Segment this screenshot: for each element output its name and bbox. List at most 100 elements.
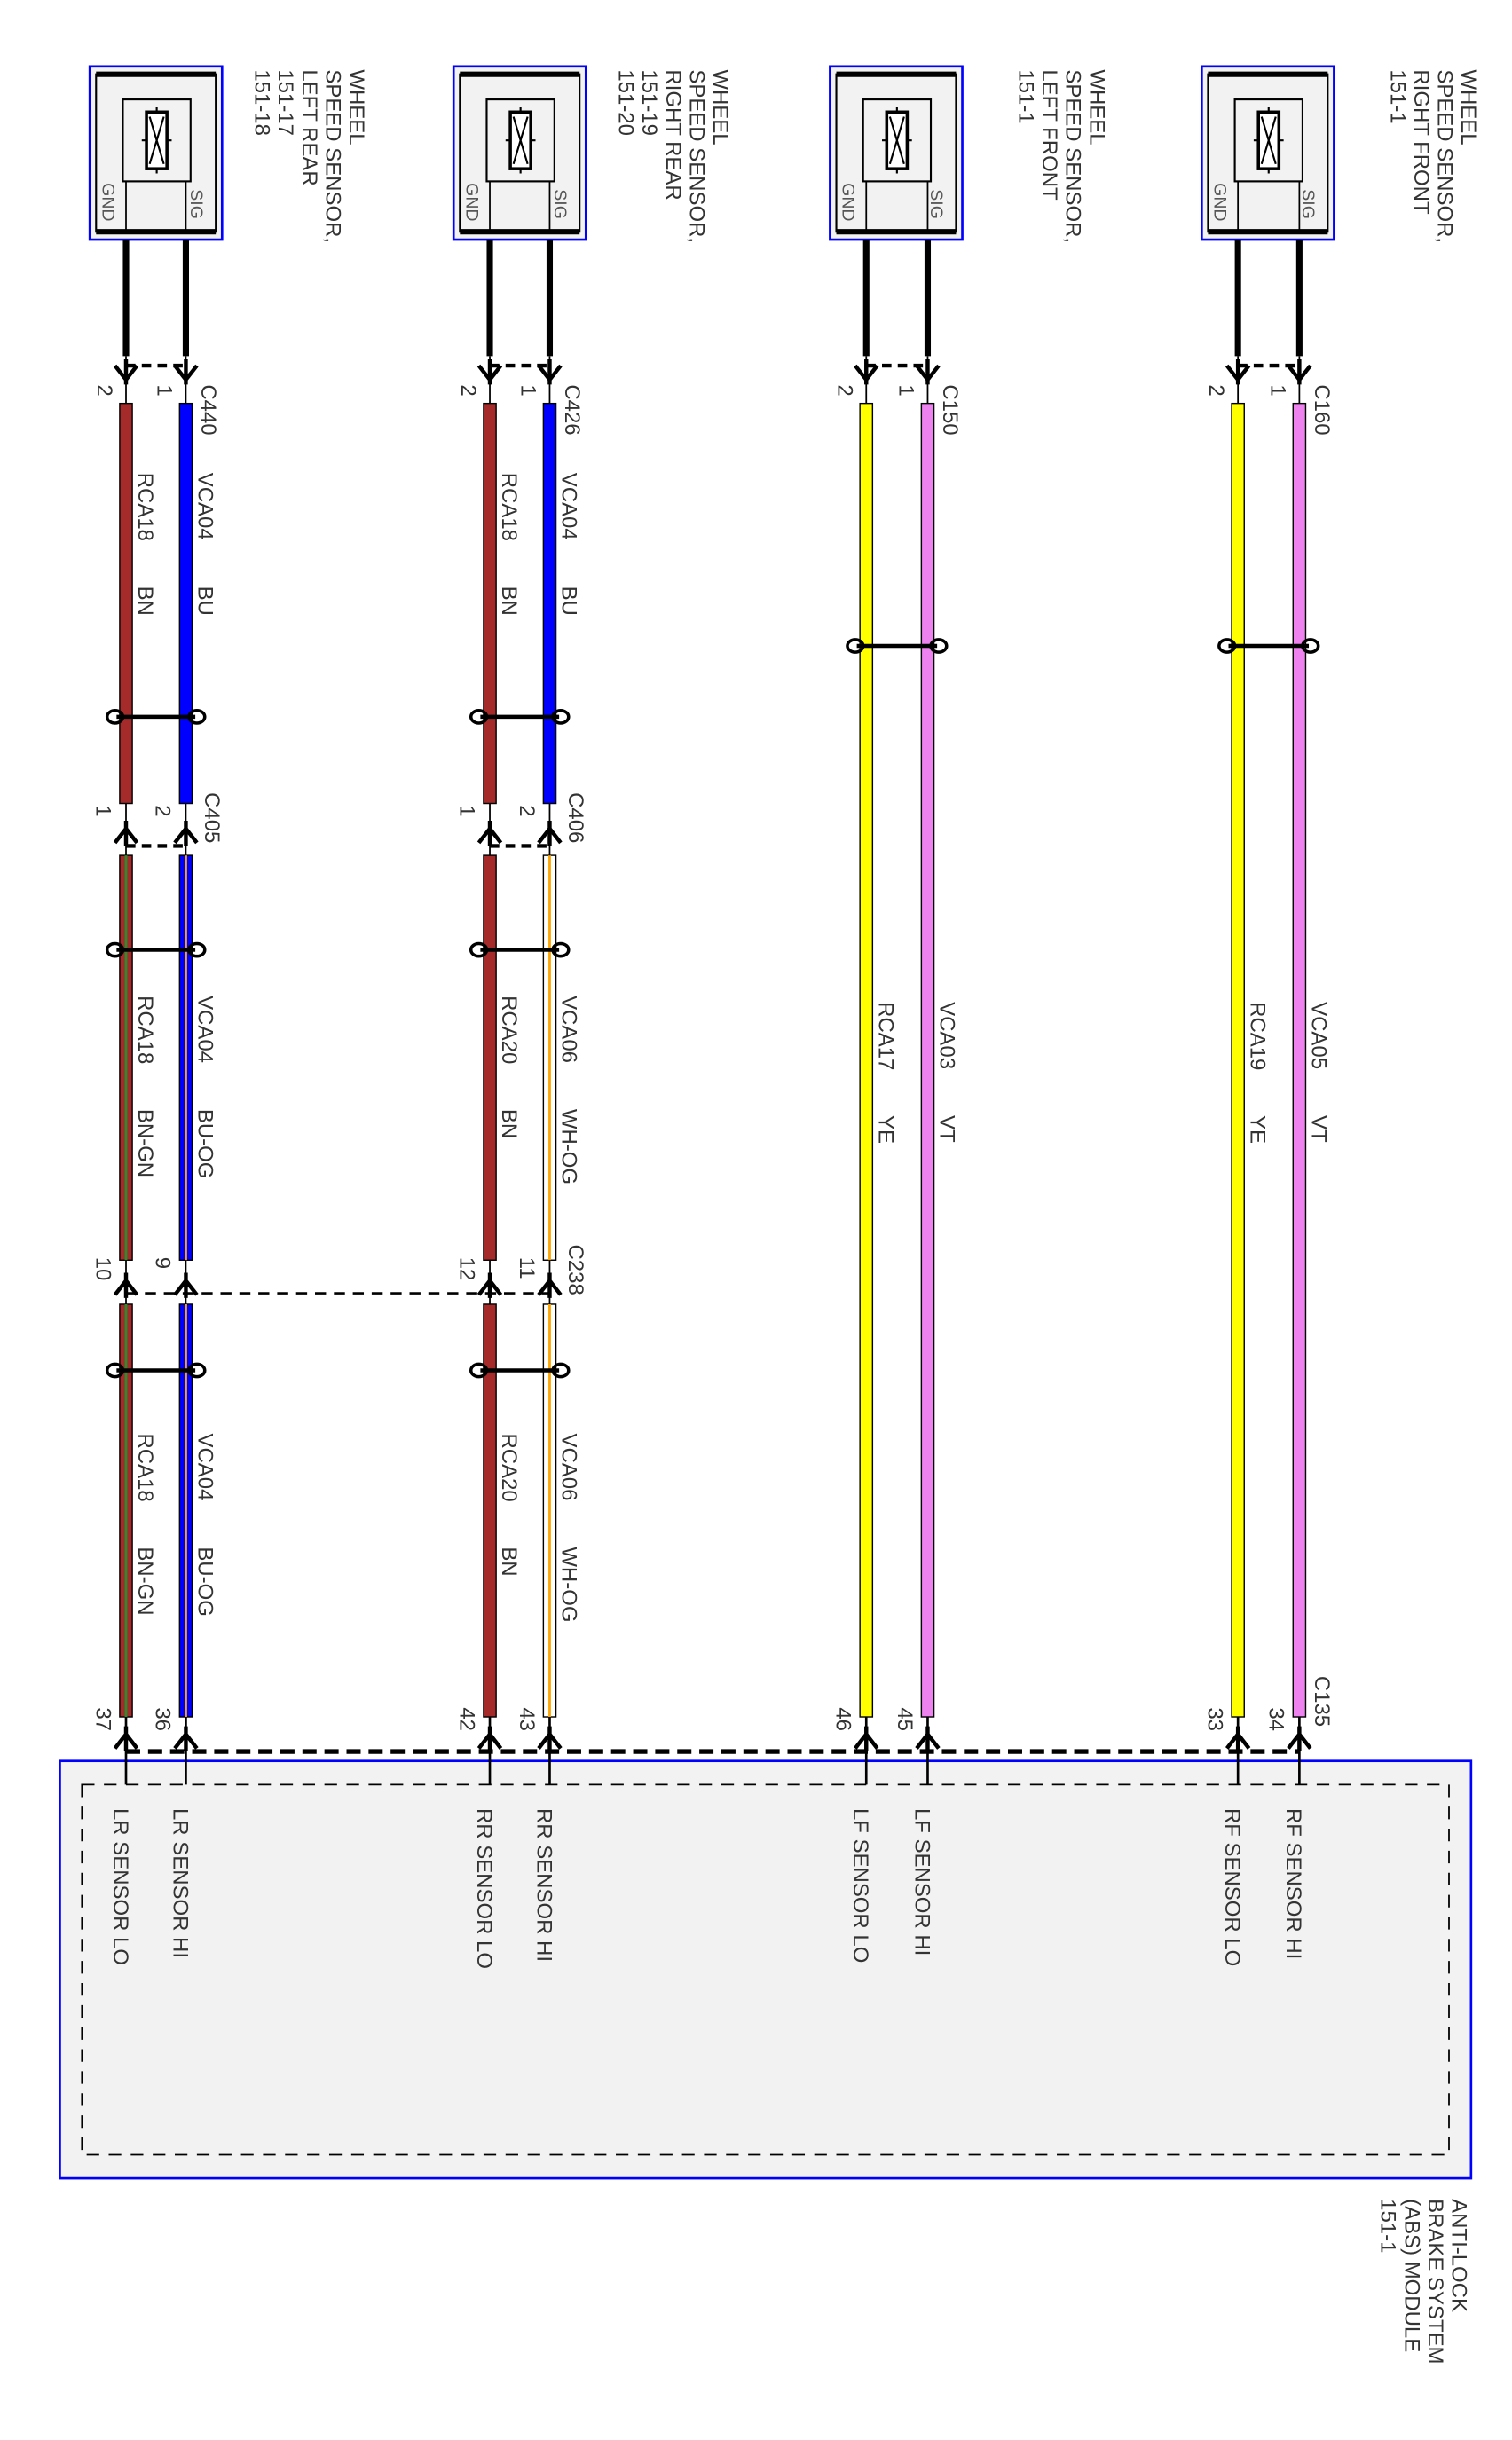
sensor-title: 151-1 bbox=[1385, 69, 1409, 123]
harness-column: 2 1 C160 RCA19 YE VCA05 VT 33 RF SENSOR LO 34 RF S… bbox=[1202, 356, 1334, 1966]
wire bbox=[920, 402, 935, 1718]
pin-number: 1 bbox=[454, 805, 478, 816]
pin-number: 2 bbox=[515, 805, 539, 816]
pin-number: 2 bbox=[832, 384, 856, 396]
module-pin-function: RR SENSOR HI bbox=[532, 1808, 555, 1962]
wire-color-label: BN bbox=[497, 1109, 521, 1138]
pin-number: 33 bbox=[1202, 1707, 1226, 1731]
connector-name: C406 bbox=[563, 792, 587, 843]
sensor-title: 151-1 bbox=[1013, 69, 1037, 123]
wire bbox=[178, 402, 193, 805]
sensor-title: RIGHT FRONT bbox=[1409, 69, 1433, 215]
pin-number: 9 bbox=[151, 1257, 175, 1269]
wire bbox=[542, 402, 557, 805]
connector-terminal-icon bbox=[113, 821, 139, 846]
wire bbox=[859, 402, 874, 1718]
pin-number: 1 bbox=[516, 384, 540, 396]
pin-number: 37 bbox=[91, 1707, 114, 1731]
module-pin-function: LF SENSOR HI bbox=[910, 1808, 933, 1956]
connector-terminal-icon bbox=[173, 1726, 199, 1752]
connector-terminal-icon bbox=[537, 1726, 563, 1752]
gnd-pin-label: GND bbox=[461, 183, 481, 221]
connector-name: C238 bbox=[563, 1245, 587, 1295]
wire-color-label: BN bbox=[497, 1547, 521, 1576]
pin-number: 2 bbox=[151, 805, 175, 816]
sig-pin-label: SIG bbox=[186, 189, 206, 219]
module-outline bbox=[59, 1759, 1473, 2180]
sensor-element-icon bbox=[505, 106, 536, 174]
pin-number: 43 bbox=[515, 1707, 539, 1731]
twisted-pair-icon bbox=[187, 709, 207, 725]
wire-color-label: BU-OG bbox=[193, 1109, 217, 1179]
wire bbox=[1231, 402, 1245, 1718]
harness-column: 2 1 C426 RCA18 BN VCA04 BU RCA20 BN VCA06 WH-OG RCA… bbox=[454, 356, 587, 1969]
pin-number: 1 bbox=[91, 805, 114, 816]
wire-color-label: BN-GN bbox=[133, 1547, 157, 1615]
sensor-element-icon bbox=[141, 106, 172, 174]
sensor-title: SPEED SENSOR, bbox=[1061, 69, 1085, 243]
wire-color-label: BN-GN bbox=[133, 1109, 157, 1177]
module-title: BRAKE SYSTEM bbox=[1423, 2199, 1447, 2364]
connector-name: C405 bbox=[200, 792, 224, 843]
connector-name: C135 bbox=[1310, 1676, 1334, 1727]
sig-pin-label: SIG bbox=[1298, 189, 1318, 219]
sig-pin-label: SIG bbox=[926, 189, 946, 219]
sensor-element-icon bbox=[882, 106, 912, 174]
sensor-title: RIGHT REAR bbox=[661, 69, 685, 200]
sensor-title: WHEEL bbox=[1084, 69, 1108, 145]
module-title: 151-1 bbox=[1376, 2199, 1400, 2253]
circuit-label: VCA06 bbox=[557, 996, 581, 1063]
circuit-label: RCA18 bbox=[133, 1434, 157, 1502]
twisted-pair-icon bbox=[187, 1362, 207, 1379]
module-pin-function: LF SENSOR LO bbox=[848, 1808, 872, 1963]
module-pin-function: RF SENSOR LO bbox=[1220, 1808, 1244, 1966]
pin-number: 1 bbox=[894, 384, 918, 396]
connector-name: C426 bbox=[560, 384, 584, 435]
twisted-pair-icon bbox=[929, 638, 949, 654]
wire bbox=[1292, 402, 1307, 1718]
wire-color-label: BU-OG bbox=[193, 1547, 217, 1617]
connector-name: C440 bbox=[196, 384, 220, 435]
wire-color-label: VT bbox=[1307, 1115, 1331, 1143]
circuit-label: VCA04 bbox=[193, 1434, 217, 1501]
pin-number: 11 bbox=[515, 1257, 539, 1279]
twisted-pair-icon bbox=[105, 709, 125, 725]
harness-column: 2 1 C150 RCA17 YE VCA03 VT 46 LF SENSOR LO 45 LF S… bbox=[831, 356, 962, 1963]
pin-number: 1 bbox=[153, 384, 177, 396]
connector-terminal-icon bbox=[1225, 1726, 1251, 1752]
pin-number: 45 bbox=[893, 1707, 917, 1731]
sensor-title: 151-19 bbox=[637, 69, 661, 136]
pin-number: 1 bbox=[1265, 384, 1289, 396]
connector-name: C160 bbox=[1310, 384, 1334, 435]
circuit-label: VCA04 bbox=[557, 473, 581, 540]
circuit-label: VCA04 bbox=[193, 473, 217, 540]
twisted-pair-icon bbox=[551, 941, 571, 958]
sensor-element-icon bbox=[882, 106, 912, 174]
pin-number: 12 bbox=[454, 1257, 478, 1281]
connector-terminal-icon bbox=[476, 821, 503, 846]
twisted-pair-icon bbox=[469, 1362, 489, 1379]
wire-color-label: YE bbox=[873, 1115, 897, 1144]
wire-color-label: WH-OG bbox=[557, 1109, 581, 1185]
pin-number: 10 bbox=[91, 1257, 114, 1281]
sensor-element-icon bbox=[1253, 106, 1284, 174]
module-pin-function: RF SENSOR HI bbox=[1281, 1808, 1305, 1959]
harness-column: 2 1 C440 RCA18 BN VCA04 BU RCA18 BN-GN VCA04 BU-OG… bbox=[91, 356, 550, 1965]
wire-color-label: BU bbox=[557, 586, 581, 616]
wire-color-label: BN bbox=[133, 586, 157, 616]
pin-number: 2 bbox=[1204, 384, 1228, 396]
module-pin-function: LR SENSOR LO bbox=[108, 1808, 132, 1965]
module-title: (ABS) MODULE bbox=[1399, 2199, 1423, 2352]
pin-number: 36 bbox=[151, 1707, 175, 1731]
pin-number: 46 bbox=[831, 1707, 855, 1731]
module-title: ANTI-LOCK bbox=[1447, 2199, 1471, 2312]
circuit-label: RCA20 bbox=[497, 996, 521, 1064]
sensor-title: LEFT FRONT bbox=[1037, 69, 1061, 201]
sensor-title: SPEED SENSOR, bbox=[320, 69, 344, 243]
circuit-label: RCA18 bbox=[497, 473, 521, 541]
circuit-label: RCA18 bbox=[133, 473, 157, 541]
